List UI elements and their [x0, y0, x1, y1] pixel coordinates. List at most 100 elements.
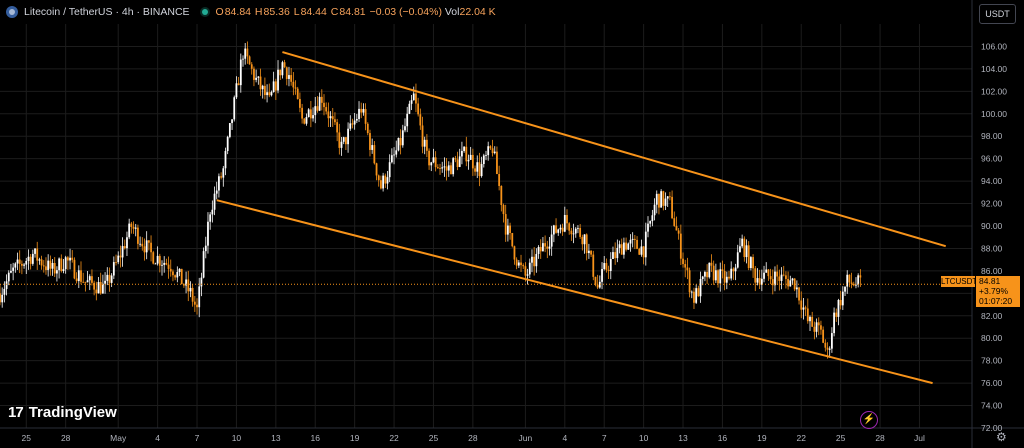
candle-down [787, 278, 790, 287]
candle-down [158, 255, 161, 266]
candle-up [10, 270, 12, 273]
candle-down [285, 67, 288, 79]
candle-up [598, 281, 601, 288]
x-tick-label: 28 [61, 433, 71, 443]
candle-up [795, 287, 798, 290]
candle-down [498, 174, 501, 186]
candle-down [309, 109, 312, 119]
candle-down [71, 257, 74, 260]
candle-down [320, 96, 323, 103]
candle-down [364, 109, 367, 124]
candle-down [323, 102, 325, 108]
candle-up [408, 103, 411, 114]
candle-up [101, 283, 104, 294]
chart-header: Litecoin / TetherUS · 4h · BINANCE O 84.8… [6, 3, 497, 21]
candle-up [329, 116, 332, 119]
candle-up [583, 234, 586, 245]
candle-down [274, 81, 277, 91]
candle-up [106, 274, 109, 281]
x-tick-label: 4 [562, 433, 567, 443]
candle-down [327, 111, 330, 119]
candle-down [642, 246, 645, 258]
candle-up [145, 240, 148, 253]
x-tick-label: 25 [22, 433, 32, 443]
y-tick-label: 80.00 [981, 333, 1003, 343]
candle-down [513, 246, 516, 260]
x-tick-label: 7 [195, 433, 200, 443]
candle-up [185, 279, 187, 286]
candle-up [559, 227, 562, 230]
candle-down [130, 223, 133, 227]
candle-up [461, 150, 463, 157]
candle-up [393, 154, 395, 156]
candle-down [143, 246, 146, 253]
candle-up [666, 196, 669, 199]
candle-up [239, 59, 242, 86]
candle-up [855, 284, 857, 286]
y-tick-label: 86.00 [981, 266, 1003, 276]
candle-up [1, 294, 4, 303]
candle-down [710, 262, 713, 266]
candle-down [546, 246, 549, 249]
candle-up [200, 277, 203, 287]
candle-down [785, 275, 787, 279]
candle-up [406, 113, 409, 127]
candle-up [410, 100, 413, 104]
candle-up [623, 242, 625, 255]
candle-down [511, 232, 514, 247]
candle-down [80, 270, 82, 282]
candle-up [802, 307, 805, 310]
candle-down [237, 83, 240, 86]
candle-up [69, 257, 71, 261]
candle-down [73, 259, 76, 279]
candle-down [798, 287, 800, 301]
candle-up [480, 164, 483, 177]
candle-down [752, 257, 754, 269]
candle-up [104, 280, 106, 284]
bolt-icon[interactable]: ⚡ [860, 411, 878, 429]
candle-down [581, 236, 584, 245]
tradingview-logo[interactable]: 17 TradingView [8, 404, 117, 421]
x-tick-label: 10 [232, 433, 242, 443]
candle-up [23, 264, 25, 266]
candle-up [224, 151, 227, 169]
candle-down [250, 64, 253, 69]
candle-up [51, 262, 54, 269]
candle-down [268, 92, 271, 96]
candle-up [355, 118, 358, 121]
candle-down [592, 254, 595, 277]
candle-up [404, 126, 406, 131]
candle-down [671, 196, 673, 219]
candle-down [638, 248, 641, 255]
y-tick-label: 92.00 [981, 199, 1003, 209]
candle-down [172, 271, 174, 276]
market-open-icon [201, 9, 208, 15]
candle-up [846, 274, 849, 287]
symbol-title[interactable]: Litecoin / TetherUS · 4h · BINANCE [24, 6, 190, 18]
candle-up [760, 278, 763, 285]
y-tick-label: 100.00 [981, 109, 1007, 119]
candle-down [835, 312, 838, 317]
candle-up [487, 146, 490, 156]
candle-up [110, 275, 113, 283]
candle-up [318, 96, 321, 111]
low-value: 84.44 [300, 6, 327, 18]
candle-up [112, 262, 115, 276]
candle-down [743, 238, 746, 258]
candle-up [397, 137, 400, 151]
candle-up [7, 272, 10, 282]
candle-up [204, 245, 207, 252]
settings-gear-icon[interactable]: ⚙ [996, 430, 1007, 444]
candle-down [299, 98, 301, 108]
candle-up [314, 106, 317, 116]
currency-button[interactable]: USDT [979, 4, 1016, 24]
candle-up [714, 270, 717, 281]
candle-up [531, 256, 533, 263]
candle-up [353, 120, 356, 125]
candle-down [614, 252, 617, 259]
candle-up [627, 243, 630, 250]
candle-down [196, 304, 198, 308]
candle-up [695, 288, 698, 303]
candle-down [520, 262, 522, 266]
